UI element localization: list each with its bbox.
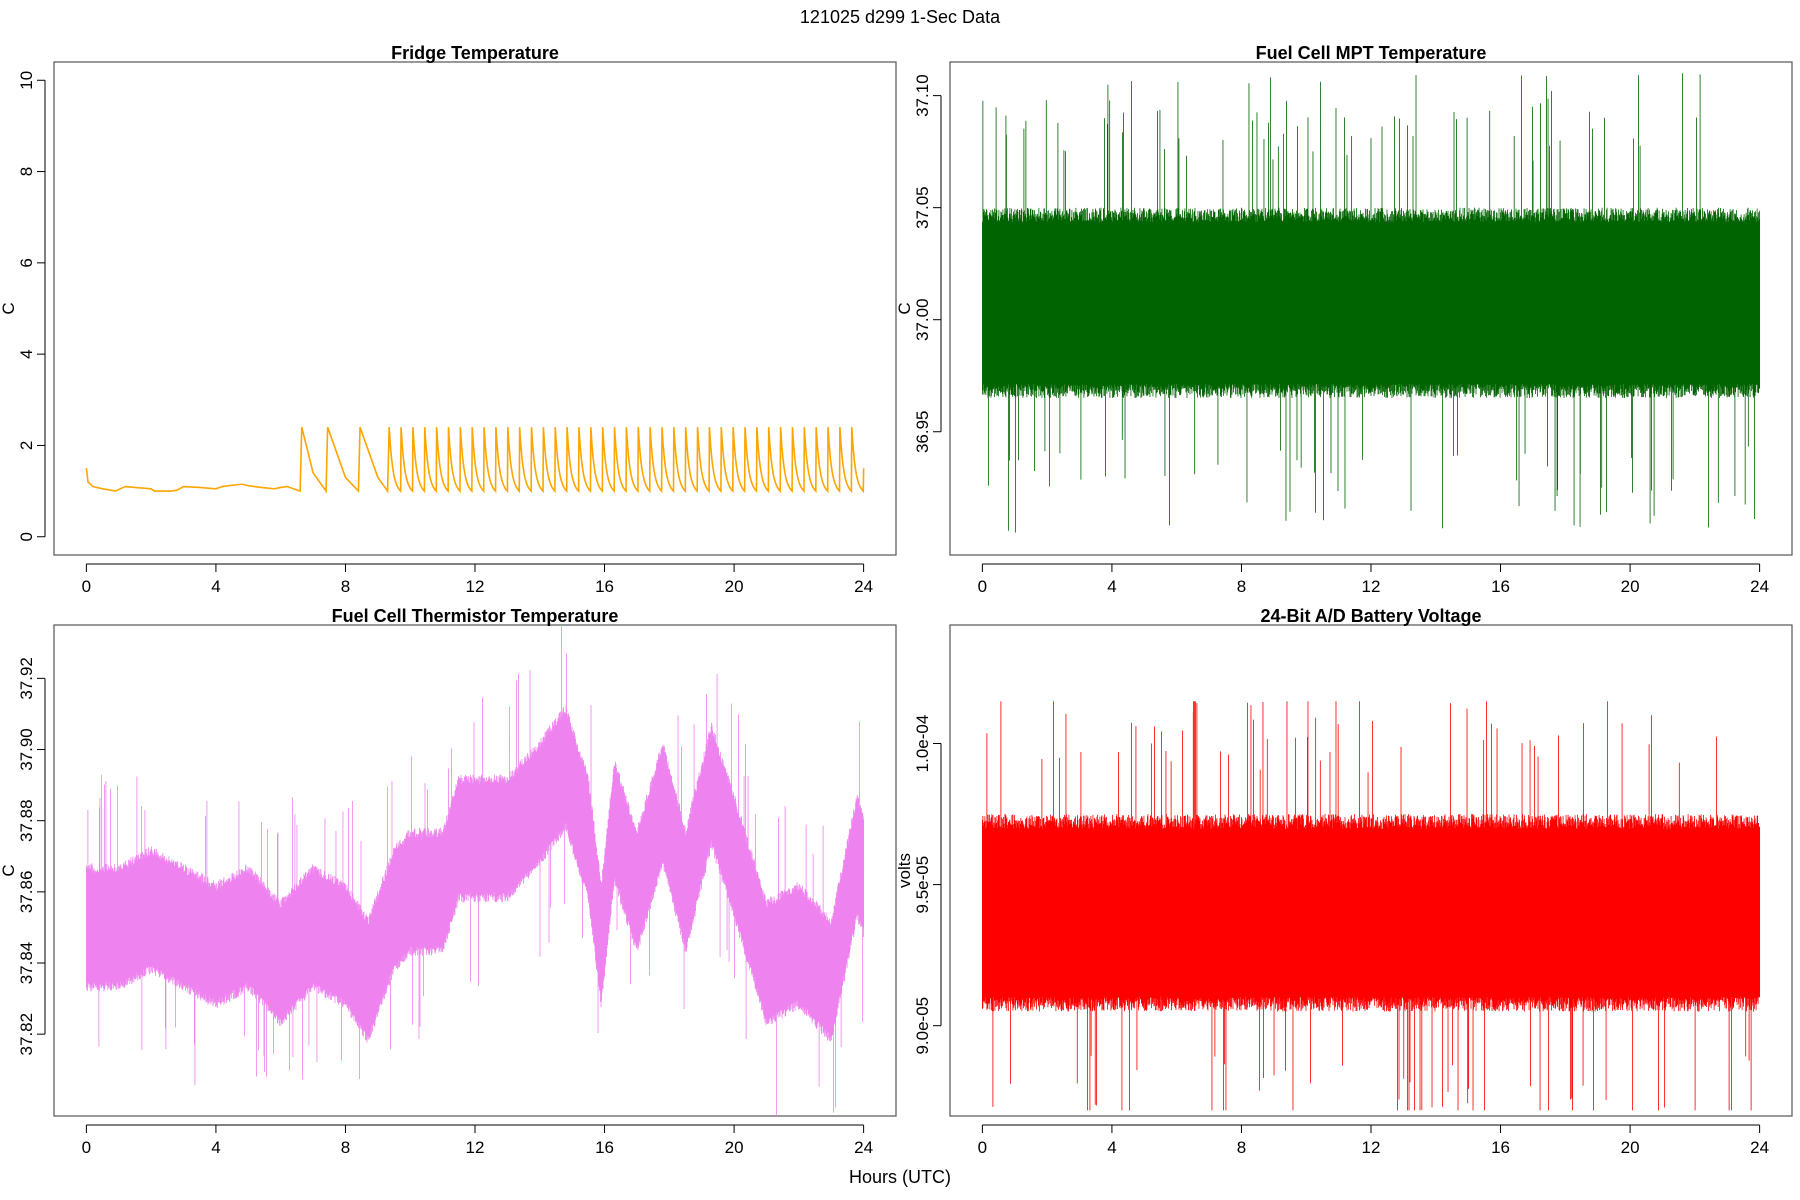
thermistor-x-tick-label: 20	[725, 1138, 744, 1157]
mpt-y-tick-label: 37.00	[913, 298, 932, 341]
fridge-y-tick-label: 6	[17, 258, 36, 267]
battery-y-tick-label: 9.5e-05	[913, 856, 932, 914]
fridge-x-tick-label: 12	[466, 577, 485, 596]
fridge-x-tick-label: 20	[725, 577, 744, 596]
thermistor-plot-frame	[53, 624, 897, 1117]
battery-x-tick-label: 20	[1621, 1138, 1640, 1157]
fridge-y-tick-label: 10	[17, 71, 36, 90]
battery-x-tick-label: 16	[1491, 1138, 1510, 1157]
mpt-y-axis: 36.95 37.00 37.05 37.10	[913, 74, 942, 453]
mpt-x-tick-label: 0	[978, 577, 987, 596]
battery-x-tick-label: 12	[1362, 1138, 1381, 1157]
fridge-chart-title: Fridge Temperature	[391, 43, 559, 63]
battery-y-tick-label: 9.0e-05	[913, 997, 932, 1055]
battery-y-axis-label: volts	[895, 853, 914, 888]
mpt-plot-frame	[949, 61, 1793, 556]
thermistor-y-tick-label: 37.90	[17, 728, 36, 771]
thermistor-y-tick-label: 37.86	[17, 871, 36, 914]
mpt-series	[981, 73, 1761, 533]
battery-x-tick-label: 4	[1107, 1138, 1116, 1157]
mpt-x-tick-label: 16	[1491, 577, 1510, 596]
fridge-plot-frame	[53, 61, 897, 556]
panel-mpt: Fuel Cell MPT Temperature C 0 4 8 12 16 20 24 36.…	[895, 43, 1793, 596]
mpt-data-line	[981, 73, 1761, 533]
fridge-y-tick-label: 4	[17, 349, 36, 358]
mpt-x-axis: 0 4 8 12 16 20 24	[978, 563, 1769, 596]
mpt-chart-title: Fuel Cell MPT Temperature	[1256, 43, 1487, 63]
mpt-y-tick-label: 37.10	[913, 74, 932, 117]
thermistor-y-axis: 37.82 37.84 37.86 37.88 37.90 37.92	[17, 657, 46, 1056]
mpt-x-tick-label: 4	[1107, 577, 1116, 596]
mpt-x-tick-label: 8	[1237, 577, 1246, 596]
fridge-series	[85, 426, 865, 494]
fridge-y-tick-label: 8	[17, 167, 36, 176]
thermistor-y-tick-label: 37.88	[17, 799, 36, 842]
battery-data-line	[981, 701, 1761, 1111]
fridge-y-tick-label: 0	[17, 532, 36, 541]
fridge-x-axis: 0 4 8 12 16 20 24	[82, 563, 873, 596]
battery-y-axis: 9.0e-05 9.5e-05 1.0e-04	[913, 715, 942, 1055]
thermistor-x-tick-label: 4	[211, 1138, 220, 1157]
battery-x-tick-label: 8	[1237, 1138, 1246, 1157]
battery-x-axis: 0 4 8 12 16 20 24	[978, 1124, 1769, 1157]
fridge-y-axis: 0 2 4 6 8 10	[17, 71, 46, 541]
thermistor-y-tick-label: 37.84	[17, 942, 36, 985]
mpt-x-tick-label: 20	[1621, 577, 1640, 596]
thermistor-x-tick-label: 0	[82, 1138, 91, 1157]
thermistor-y-tick-label: 37.92	[17, 657, 36, 700]
battery-y-tick-label: 1.0e-04	[913, 715, 932, 773]
fridge-x-tick-label: 8	[341, 577, 350, 596]
fridge-temperature-line	[85, 426, 865, 494]
battery-x-tick-label: 24	[1750, 1138, 1769, 1157]
panel-thermistor: Fuel Cell Thermistor Temperature C 0 4 8 12 16…	[0, 606, 897, 1157]
thermistor-x-tick-label: 24	[854, 1138, 873, 1157]
mpt-y-tick-label: 37.05	[913, 186, 932, 229]
fridge-x-tick-label: 4	[211, 577, 220, 596]
battery-series	[981, 701, 1761, 1111]
thermistor-chart-title: Fuel Cell Thermistor Temperature	[332, 606, 619, 626]
battery-chart-title: 24-Bit A/D Battery Voltage	[1260, 606, 1481, 626]
figure-title: 121025 d299 1-Sec Data	[800, 7, 1001, 27]
mpt-y-tick-label: 36.95	[913, 410, 932, 453]
battery-plot-frame	[949, 624, 1793, 1117]
panel-battery: 24-Bit A/D Battery Voltage volts 0 4 8 12 16 20…	[895, 606, 1793, 1157]
fridge-x-tick-label: 16	[595, 577, 614, 596]
thermistor-series	[85, 625, 865, 1116]
fridge-x-tick-label: 0	[82, 577, 91, 596]
fridge-y-tick-label: 2	[17, 441, 36, 450]
thermistor-x-axis: 0 4 8 12 16 20 24	[82, 1124, 873, 1157]
battery-x-tick-label: 0	[978, 1138, 987, 1157]
fridge-y-axis-label: C	[0, 302, 18, 314]
mpt-x-tick-label: 24	[1750, 577, 1769, 596]
mpt-y-axis-label: C	[895, 302, 914, 314]
thermistor-y-axis-label: C	[0, 864, 18, 876]
thermistor-x-tick-label: 16	[595, 1138, 614, 1157]
fridge-x-tick-label: 24	[854, 577, 873, 596]
mpt-x-tick-label: 12	[1362, 577, 1381, 596]
thermistor-x-tick-label: 12	[466, 1138, 485, 1157]
thermistor-data-line	[85, 625, 865, 1116]
thermistor-y-tick-label: 37.82	[17, 1013, 36, 1056]
figure-xlabel: Hours (UTC)	[849, 1167, 951, 1187]
thermistor-x-tick-label: 8	[341, 1138, 350, 1157]
